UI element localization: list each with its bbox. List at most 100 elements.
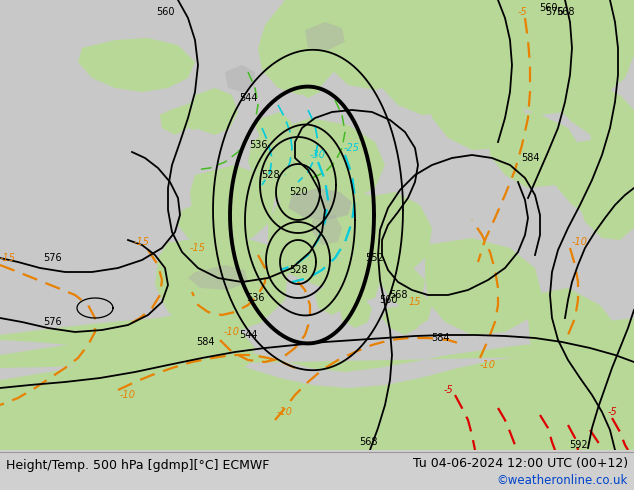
Polygon shape — [315, 0, 428, 90]
Polygon shape — [192, 88, 238, 135]
Text: -15: -15 — [0, 253, 16, 263]
Text: 568: 568 — [359, 437, 377, 447]
Text: -10: -10 — [277, 407, 293, 417]
Polygon shape — [488, 0, 548, 42]
Polygon shape — [268, 188, 415, 290]
Text: 528: 528 — [261, 170, 280, 180]
Text: 560: 560 — [539, 3, 557, 13]
Polygon shape — [188, 265, 248, 290]
Polygon shape — [488, 45, 590, 115]
Text: -10: -10 — [572, 237, 588, 247]
Polygon shape — [382, 305, 420, 335]
Polygon shape — [296, 68, 322, 98]
Polygon shape — [40, 390, 65, 412]
Polygon shape — [0, 350, 634, 450]
Text: 592: 592 — [569, 440, 587, 450]
Polygon shape — [340, 295, 372, 328]
Text: 552: 552 — [366, 253, 384, 263]
Polygon shape — [592, 318, 634, 372]
Polygon shape — [0, 318, 255, 378]
Polygon shape — [152, 332, 248, 382]
Text: -15: -15 — [134, 237, 150, 247]
Text: Tu 04-06-2024 12:00 UTC (00+12): Tu 04-06-2024 12:00 UTC (00+12) — [413, 457, 628, 469]
Polygon shape — [545, 140, 634, 222]
Text: -10: -10 — [120, 390, 136, 400]
Polygon shape — [398, 290, 432, 328]
Text: 568: 568 — [389, 290, 407, 300]
Text: 576: 576 — [42, 253, 61, 263]
Text: 536: 536 — [249, 140, 268, 150]
Polygon shape — [502, 0, 610, 108]
Polygon shape — [280, 228, 305, 255]
Polygon shape — [290, 0, 370, 50]
Polygon shape — [292, 198, 368, 285]
Text: 15: 15 — [409, 297, 421, 307]
Text: 520: 520 — [288, 187, 307, 197]
Text: 544: 544 — [239, 330, 257, 340]
Text: 584: 584 — [196, 337, 214, 347]
Polygon shape — [348, 192, 432, 278]
Polygon shape — [225, 65, 255, 92]
Polygon shape — [0, 0, 634, 450]
Text: -15: -15 — [190, 243, 206, 253]
Text: Height/Temp. 500 hPa [gdmp][°C] ECMWF: Height/Temp. 500 hPa [gdmp][°C] ECMWF — [6, 459, 269, 471]
Polygon shape — [425, 238, 542, 335]
Polygon shape — [598, 25, 620, 52]
Polygon shape — [60, 410, 85, 432]
Text: -5: -5 — [517, 7, 527, 17]
Polygon shape — [312, 215, 342, 245]
Polygon shape — [182, 98, 212, 130]
Polygon shape — [440, 0, 540, 98]
Polygon shape — [248, 118, 385, 208]
Text: 544: 544 — [239, 93, 257, 103]
Text: -30: -30 — [310, 150, 326, 160]
Polygon shape — [528, 288, 618, 378]
Polygon shape — [160, 105, 192, 135]
Text: -10: -10 — [480, 360, 496, 370]
Text: -25: -25 — [344, 143, 360, 153]
Polygon shape — [0, 335, 634, 372]
Polygon shape — [352, 268, 380, 302]
Text: 576: 576 — [546, 7, 564, 17]
Polygon shape — [428, 78, 525, 150]
Text: -5: -5 — [607, 407, 617, 417]
Polygon shape — [305, 22, 345, 50]
Polygon shape — [255, 112, 292, 145]
Polygon shape — [605, 155, 634, 198]
Polygon shape — [155, 232, 288, 335]
Polygon shape — [178, 202, 218, 242]
Polygon shape — [548, 0, 612, 50]
Polygon shape — [288, 188, 352, 220]
Text: 528: 528 — [288, 265, 307, 275]
Polygon shape — [82, 413, 108, 436]
Text: 536: 536 — [246, 293, 264, 303]
Polygon shape — [370, 0, 428, 45]
Polygon shape — [575, 0, 634, 92]
Polygon shape — [610, 50, 630, 75]
Text: -5: -5 — [443, 385, 453, 395]
Polygon shape — [545, 80, 634, 140]
Text: 560: 560 — [156, 7, 174, 17]
Polygon shape — [458, 275, 482, 295]
Polygon shape — [595, 0, 634, 55]
Polygon shape — [382, 265, 425, 308]
Polygon shape — [425, 0, 488, 38]
Polygon shape — [488, 112, 582, 188]
Polygon shape — [190, 165, 275, 242]
Text: 568: 568 — [556, 7, 574, 17]
Polygon shape — [292, 250, 318, 278]
Polygon shape — [258, 0, 348, 95]
Polygon shape — [330, 268, 365, 305]
Text: ©weatheronline.co.uk: ©weatheronline.co.uk — [496, 473, 628, 487]
Polygon shape — [378, 48, 475, 115]
Polygon shape — [78, 38, 195, 92]
Text: 560: 560 — [378, 295, 398, 305]
Polygon shape — [315, 282, 348, 315]
Polygon shape — [575, 175, 634, 240]
Polygon shape — [150, 312, 210, 365]
Text: 576: 576 — [42, 317, 61, 327]
Polygon shape — [590, 120, 634, 168]
Text: 584: 584 — [430, 333, 450, 343]
Text: 584: 584 — [521, 153, 540, 163]
Text: -10: -10 — [224, 327, 240, 337]
